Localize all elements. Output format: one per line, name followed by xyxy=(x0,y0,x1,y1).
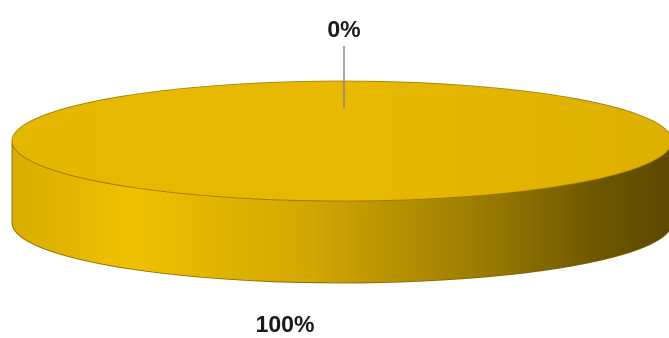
data-label-100pct: 100% xyxy=(256,311,315,337)
data-label-0pct: 0% xyxy=(327,16,360,42)
pie-group xyxy=(12,81,669,283)
pie-slice-0 xyxy=(12,81,669,201)
